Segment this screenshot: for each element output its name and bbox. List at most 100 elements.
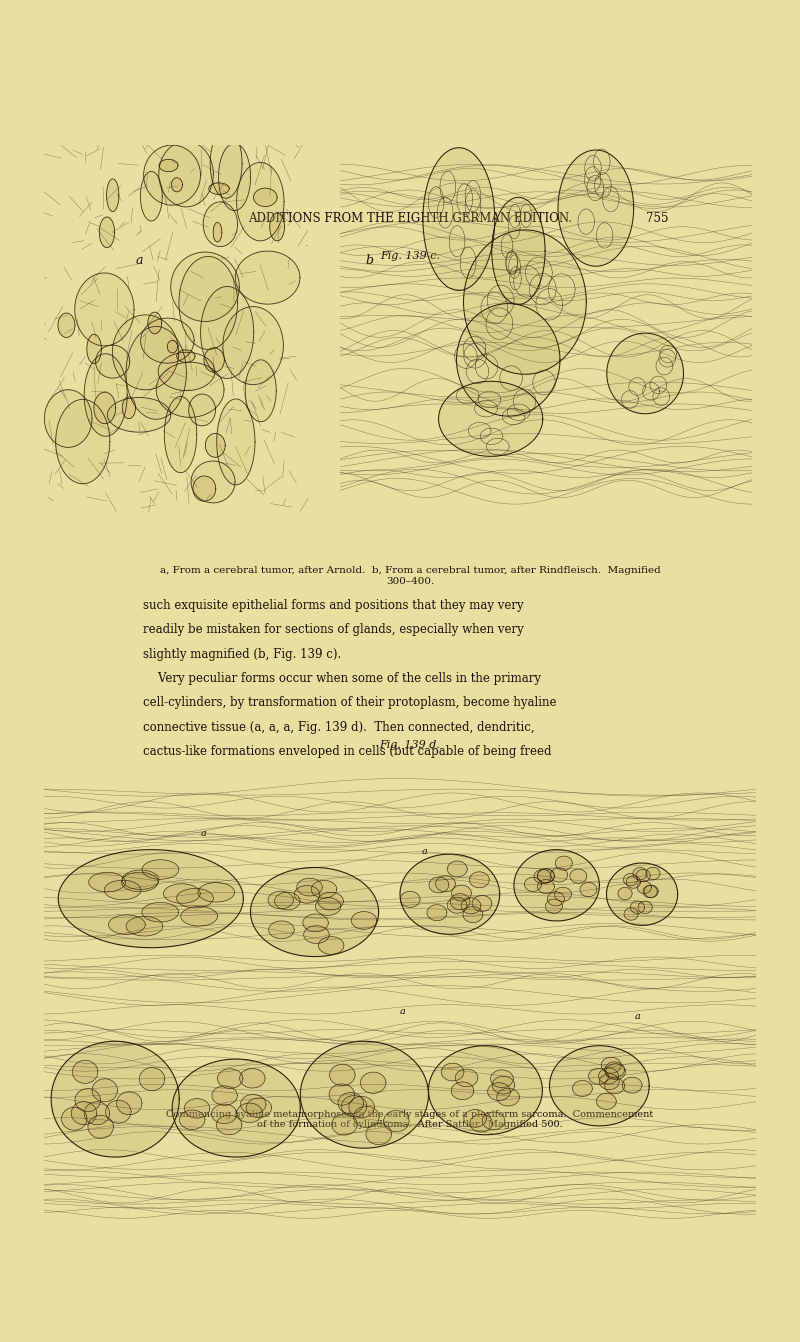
Text: Very peculiar forms occur when some of the cells in the primary: Very peculiar forms occur when some of t… (143, 672, 542, 684)
Polygon shape (311, 880, 337, 898)
Polygon shape (400, 891, 420, 907)
Polygon shape (332, 1114, 358, 1135)
Text: Commencing hyaline metamorphoses in the early stages of a plexiform sarcoma.  Co: Commencing hyaline metamorphoses in the … (166, 1110, 654, 1119)
Polygon shape (74, 272, 134, 346)
Polygon shape (492, 1076, 515, 1094)
Polygon shape (514, 849, 599, 921)
Polygon shape (142, 860, 179, 879)
Polygon shape (558, 150, 634, 266)
Polygon shape (618, 887, 632, 899)
Polygon shape (633, 867, 647, 880)
Polygon shape (58, 313, 75, 337)
Polygon shape (206, 433, 226, 458)
Polygon shape (602, 1057, 621, 1074)
Polygon shape (300, 1041, 429, 1149)
Polygon shape (89, 872, 126, 892)
Polygon shape (538, 879, 554, 894)
Polygon shape (438, 381, 542, 456)
Polygon shape (315, 898, 341, 915)
Polygon shape (589, 1068, 609, 1084)
Polygon shape (470, 872, 490, 888)
Polygon shape (213, 223, 222, 242)
Text: b: b (366, 255, 374, 267)
Polygon shape (158, 141, 214, 207)
Polygon shape (171, 177, 182, 192)
Polygon shape (193, 476, 216, 501)
Polygon shape (191, 462, 235, 503)
Polygon shape (622, 1078, 642, 1094)
Polygon shape (638, 882, 651, 894)
Text: cactus-like formations enveloped in cells (but capable of being freed: cactus-like formations enveloped in cell… (143, 745, 552, 758)
Polygon shape (605, 1078, 625, 1094)
Polygon shape (550, 868, 568, 882)
Polygon shape (555, 856, 572, 871)
Polygon shape (455, 1070, 478, 1087)
Polygon shape (297, 878, 322, 896)
Polygon shape (84, 354, 127, 436)
Text: slightly magnified (b, Fig. 139 c).: slightly magnified (b, Fig. 139 c). (143, 648, 342, 660)
Polygon shape (646, 867, 660, 879)
Text: cell-cylinders, by transformation of their protoplasm, become hyaline: cell-cylinders, by transformation of the… (143, 696, 557, 710)
Polygon shape (447, 898, 467, 914)
Polygon shape (554, 887, 571, 902)
Polygon shape (217, 1115, 242, 1135)
Polygon shape (75, 1088, 101, 1111)
Polygon shape (158, 353, 215, 391)
Polygon shape (329, 1084, 354, 1106)
Polygon shape (318, 892, 343, 910)
Polygon shape (525, 878, 542, 891)
Polygon shape (210, 129, 242, 199)
Polygon shape (126, 326, 186, 419)
Polygon shape (139, 1067, 165, 1091)
Polygon shape (607, 333, 683, 413)
Polygon shape (605, 1062, 625, 1078)
Polygon shape (268, 891, 294, 909)
Text: ADDITIONS FROM THE EIGHTH GERMAN EDITION.: ADDITIONS FROM THE EIGHTH GERMAN EDITION… (248, 212, 572, 225)
Polygon shape (450, 894, 470, 910)
Polygon shape (269, 921, 294, 938)
Polygon shape (436, 876, 455, 892)
Polygon shape (148, 313, 162, 334)
Polygon shape (94, 392, 116, 424)
Polygon shape (497, 1088, 519, 1106)
Text: a: a (635, 1012, 641, 1021)
Polygon shape (122, 870, 159, 890)
Polygon shape (427, 905, 447, 921)
Polygon shape (211, 1104, 237, 1123)
Polygon shape (87, 334, 102, 364)
Polygon shape (349, 1096, 374, 1118)
Polygon shape (570, 870, 587, 883)
Polygon shape (606, 863, 678, 926)
Polygon shape (547, 892, 565, 906)
Polygon shape (461, 898, 481, 914)
Polygon shape (643, 886, 657, 898)
Polygon shape (181, 907, 218, 926)
Polygon shape (237, 1103, 262, 1122)
Polygon shape (164, 396, 197, 472)
Polygon shape (107, 397, 171, 432)
Polygon shape (534, 870, 551, 883)
Polygon shape (170, 252, 239, 322)
Polygon shape (240, 1068, 265, 1088)
Polygon shape (88, 1115, 114, 1138)
Polygon shape (144, 145, 201, 205)
Polygon shape (330, 1064, 355, 1086)
Polygon shape (172, 1059, 300, 1157)
Polygon shape (62, 1107, 87, 1130)
Polygon shape (217, 399, 255, 484)
Polygon shape (623, 874, 638, 886)
Polygon shape (538, 868, 554, 883)
Polygon shape (204, 348, 224, 372)
Polygon shape (303, 914, 328, 931)
Polygon shape (177, 350, 195, 362)
Polygon shape (270, 213, 285, 242)
Polygon shape (447, 862, 467, 876)
Polygon shape (400, 854, 500, 934)
Polygon shape (606, 1064, 626, 1080)
Polygon shape (429, 1045, 542, 1135)
Polygon shape (203, 201, 238, 247)
Polygon shape (452, 884, 471, 900)
Polygon shape (45, 389, 92, 447)
Polygon shape (246, 360, 276, 421)
Polygon shape (250, 867, 378, 957)
